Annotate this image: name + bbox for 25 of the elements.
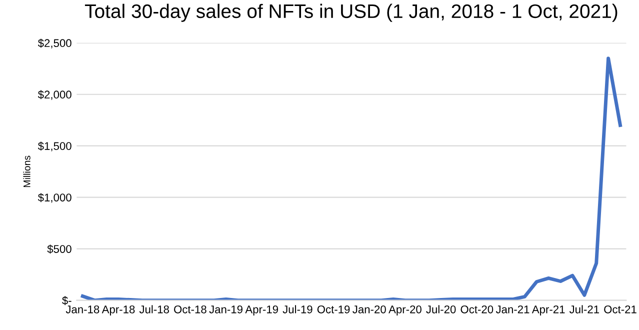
line-series (80, 56, 622, 300)
x-tick-label: Oct-20 (460, 305, 494, 314)
x-tick-label: Jan-21 (496, 305, 530, 314)
y-axis-title: Millions (23, 156, 30, 188)
x-tick-label: Oct-18 (174, 305, 206, 314)
x-tick-label: Jan-20 (352, 305, 386, 314)
y-tick-label: $2,500 (38, 38, 72, 48)
x-tick-label: Jan-19 (209, 305, 242, 314)
x-tick-label: Oct-19 (317, 305, 350, 314)
y-tick-label: $2,000 (38, 90, 72, 100)
y-tick-label: $500 (47, 244, 72, 254)
y-tick-label: $- (62, 296, 72, 306)
x-tick-label: Apr-19 (245, 305, 278, 316)
x-tick-label: Jan-18 (66, 305, 100, 314)
x-tick-label: Apr-18 (102, 305, 135, 316)
y-tick-label: $1,500 (38, 142, 72, 152)
x-tick-label: Apr-20 (388, 305, 422, 316)
x-tick-label: Apr-21 (532, 305, 565, 316)
x-tick-label: Jul-20 (426, 305, 456, 314)
x-tick-label: Jul-19 (282, 305, 312, 314)
x-tick-label: Oct-21 (604, 305, 636, 314)
x-tick-label: Jul-21 (569, 305, 599, 314)
y-tick-label: $1,000 (38, 193, 72, 203)
chart-title: Total 30-day sales of NFTs in USD (1 Jan, 2018 - 1 Oct, 2021) (84, 4, 618, 22)
x-tick-label: Jul-18 (139, 305, 169, 314)
